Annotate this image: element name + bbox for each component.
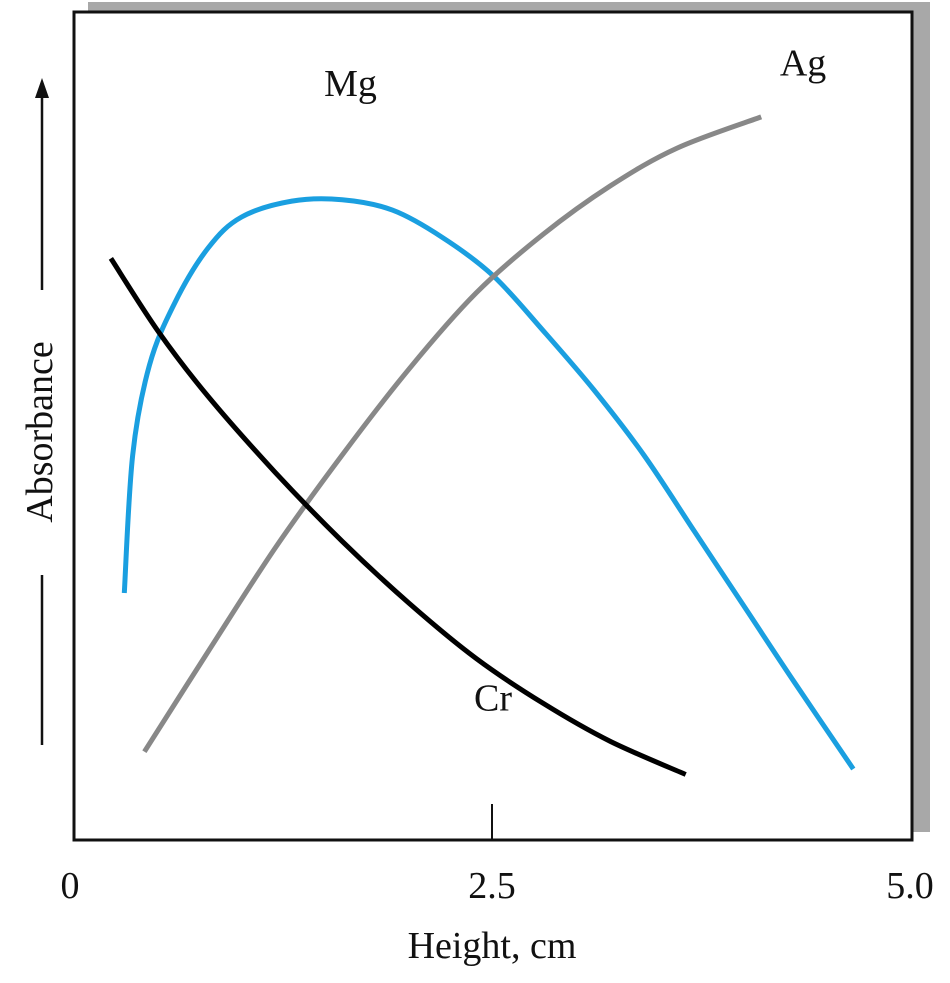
series-label-layer: Mg Ag Cr	[324, 43, 826, 720]
series-label-mg: Mg	[324, 63, 377, 105]
series-line-cr	[108, 257, 687, 777]
x-tick-label-2-5: 2.5	[468, 865, 516, 907]
x-tick-label-0: 0	[61, 865, 80, 907]
series-label-ag: Ag	[780, 43, 826, 85]
series-line-ag	[142, 114, 763, 754]
series-label-cr: Cr	[474, 677, 512, 719]
y-axis-title: Absorbance	[19, 341, 61, 522]
series-layer	[108, 114, 856, 777]
x-tick-label-5-0: 5.0	[886, 865, 934, 907]
x-axis-title: Height, cm	[408, 925, 577, 967]
plot-frame	[72, 10, 914, 842]
series-line-mg	[121, 196, 856, 771]
y-axis-arrow-head	[35, 78, 49, 98]
